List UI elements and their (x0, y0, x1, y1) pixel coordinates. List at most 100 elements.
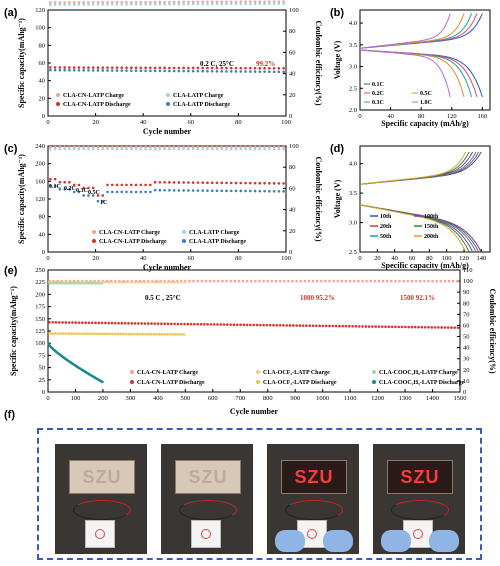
data-point (377, 325, 381, 328)
data-point (177, 0, 181, 4)
data-point (168, 188, 171, 192)
data-point (139, 2, 143, 6)
data-point (113, 332, 117, 336)
data-point (53, 177, 57, 181)
data-point (134, 69, 138, 73)
legend-marker (166, 93, 170, 97)
data-point (394, 279, 397, 283)
data-point (352, 279, 356, 283)
x-tick-label: 400 (153, 395, 163, 402)
data-point (450, 326, 453, 329)
data-point (163, 66, 166, 70)
data-point (115, 3, 119, 6)
data-point (404, 325, 407, 329)
data-point (191, 181, 195, 184)
legend-marker (130, 370, 134, 374)
data-point (56, 332, 59, 335)
data-point (115, 145, 119, 149)
data-point (72, 147, 76, 151)
data-point (168, 147, 171, 151)
data-point (278, 324, 282, 327)
photo-panel: SZU SZU SZU SZU (37, 428, 482, 560)
data-point (244, 66, 247, 70)
chart-c: 0 20 40 60 80 1000408012016020024002040608010… (17, 143, 323, 272)
wire (391, 500, 449, 520)
data-point (168, 69, 171, 73)
data-point (81, 332, 84, 335)
data-point (237, 279, 241, 283)
data-point (96, 194, 100, 197)
data-point (160, 280, 163, 284)
legend-label: 1.0C (420, 100, 432, 106)
data-point (210, 69, 214, 73)
panel-label-c: (c) (4, 143, 18, 155)
y2-tick-label: 80 (463, 300, 470, 307)
data-point (371, 325, 374, 328)
y2-tick-label: 60 (289, 185, 296, 192)
data-point (110, 145, 114, 149)
data-point (113, 321, 117, 325)
data-point (268, 66, 271, 70)
data-point (82, 1, 85, 4)
x-tick-label: 1200 (371, 395, 384, 402)
data-point (239, 145, 243, 149)
data-point (149, 183, 152, 187)
data-point (120, 321, 124, 325)
data-point (315, 279, 319, 283)
data-point (266, 279, 270, 283)
legend-marker (92, 230, 96, 234)
x-tick-label: 20 (92, 255, 99, 262)
data-point (239, 0, 243, 4)
data-point (163, 2, 166, 6)
discharge-curve (359, 204, 470, 253)
data-point (72, 282, 75, 285)
data-point (263, 66, 266, 70)
data-point (244, 147, 247, 151)
data-point (381, 279, 385, 283)
data-point (220, 0, 224, 4)
data-point (420, 325, 424, 329)
data-point (58, 68, 62, 72)
data-point (130, 147, 133, 151)
data-point (53, 66, 57, 69)
data-point (418, 279, 422, 283)
y2-tick-label: 20 (463, 367, 470, 374)
data-point (101, 66, 105, 69)
data-point (91, 66, 95, 69)
data-point (170, 280, 173, 284)
data-point (427, 279, 430, 283)
legend-label: 10th (380, 214, 392, 220)
x-tick-label: 80 (418, 113, 425, 120)
data-point (245, 323, 249, 327)
data-point (204, 279, 208, 283)
data-point (58, 1, 62, 4)
y-tick-label: 40 (39, 78, 46, 85)
data-point (196, 0, 200, 4)
data-point (225, 181, 228, 185)
data-point (130, 3, 133, 6)
data-point (68, 187, 71, 191)
data-point (272, 145, 276, 149)
data-point (277, 190, 281, 193)
data-point (268, 323, 272, 327)
rate-label: 0.5C (88, 190, 100, 196)
legend-label: 100th (424, 214, 439, 220)
data-point (272, 0, 276, 3)
data-point (94, 332, 98, 336)
data-point (331, 324, 335, 328)
data-point (215, 70, 219, 73)
data-point (173, 280, 176, 284)
legend-marker (182, 230, 186, 234)
data-point (89, 282, 93, 285)
data-point (94, 282, 97, 285)
data-point (122, 332, 125, 336)
data-point (258, 0, 262, 3)
data-point (87, 66, 90, 69)
data-point (277, 145, 281, 149)
data-point (87, 69, 90, 72)
data-point (87, 1, 90, 4)
legend-label: CLA-LATP Discharge (173, 102, 230, 108)
data-point (123, 280, 127, 284)
y2-tick-label: 100 (289, 143, 299, 150)
data-point (210, 66, 214, 70)
